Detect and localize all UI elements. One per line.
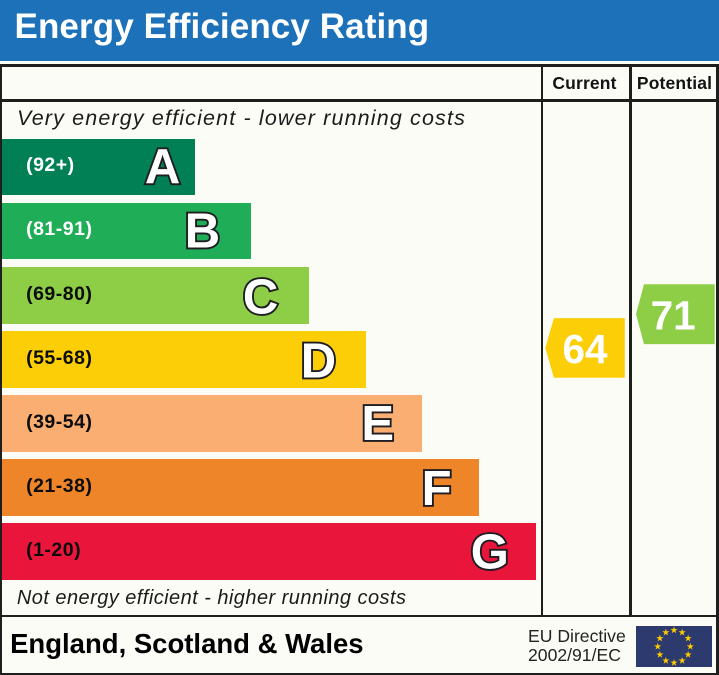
svg-text:C: C xyxy=(243,270,278,324)
svg-text:64: 64 xyxy=(562,326,608,372)
svg-text:A: A xyxy=(145,140,180,194)
svg-text:B: B xyxy=(185,205,220,259)
svg-text:G: G xyxy=(471,525,509,579)
svg-text:E: E xyxy=(361,397,394,451)
svg-text:71: 71 xyxy=(651,292,696,338)
svg-text:D: D xyxy=(301,334,336,388)
svg-text:F: F xyxy=(422,462,452,516)
